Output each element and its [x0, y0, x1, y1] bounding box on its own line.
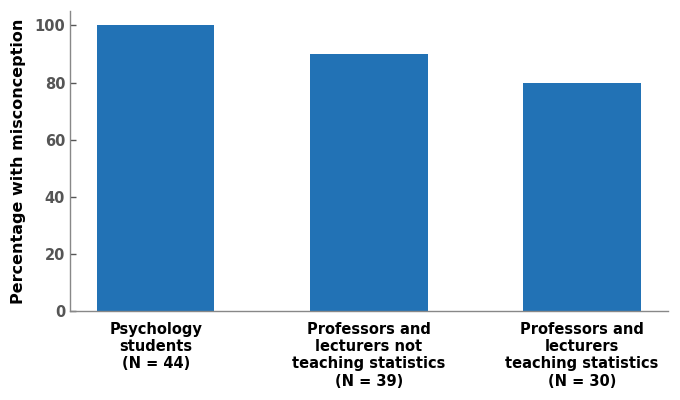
Bar — [310, 54, 428, 311]
Y-axis label: Percentage with misconception: Percentage with misconception — [11, 18, 26, 304]
Bar — [97, 26, 214, 311]
Bar — [524, 82, 641, 311]
